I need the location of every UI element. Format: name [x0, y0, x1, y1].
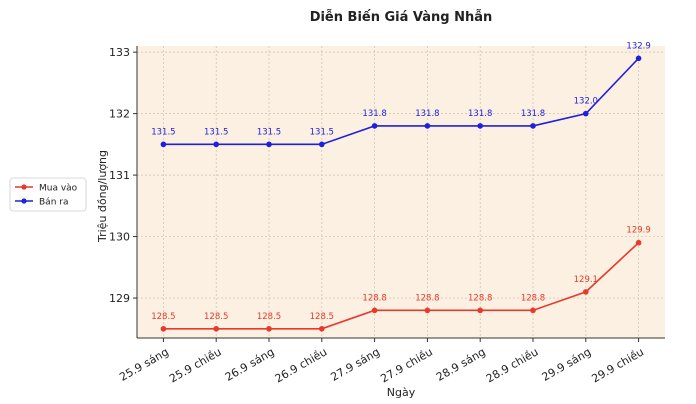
data-label: 128.5 — [257, 312, 281, 322]
data-label: 128.8 — [521, 293, 545, 303]
data-label: 131.8 — [362, 109, 386, 119]
data-point — [319, 141, 325, 148]
data-label: 129.1 — [574, 275, 598, 285]
x-tick-label: 25.9 chiều — [167, 345, 224, 385]
data-label: 132.9 — [626, 41, 650, 51]
data-point — [635, 239, 642, 246]
data-point — [424, 123, 431, 129]
data-point — [530, 307, 536, 314]
data-point — [530, 123, 536, 129]
data-label: 129.9 — [626, 226, 650, 236]
data-point — [213, 141, 219, 148]
data-label: 128.8 — [362, 293, 386, 303]
data-point — [371, 123, 378, 129]
y-tick-label: 131 — [109, 169, 130, 182]
data-label: 131.8 — [521, 109, 545, 119]
x-tick-label: 27.9 chiều — [378, 345, 435, 385]
series-ban-ra: 131.5 131.5 131.5 131.5 131.8 131.8 131.8 131.8… — [151, 41, 651, 148]
x-tick-label: 29.9 chiều — [590, 345, 647, 385]
x-tick-label: 26.9 chiều — [273, 345, 330, 385]
data-point — [583, 110, 589, 117]
chart-title: Diễn Biến Giá Vàng Nhẫn — [310, 10, 493, 25]
data-label: 128.5 — [310, 312, 334, 322]
x-axis-label: Ngày — [387, 386, 416, 399]
data-label: 128.8 — [468, 293, 492, 303]
data-point — [635, 55, 642, 62]
x-tick-label: 25.9 sáng — [117, 345, 171, 383]
data-label: 132.0 — [574, 97, 598, 107]
series-line-mua-vao — [163, 242, 640, 330]
data-label: 131.8 — [468, 109, 492, 119]
x-tick-label: 29.9 sáng — [540, 345, 594, 383]
grid — [137, 46, 665, 338]
legend-label: Bán ra — [39, 198, 68, 208]
data-label: 131.8 — [415, 109, 439, 119]
data-label: 128.5 — [204, 312, 228, 322]
data-point — [319, 325, 325, 332]
legend: Mua vào Bán ra — [9, 177, 87, 212]
data-point — [266, 325, 272, 332]
x-tick-label: 26.9 sáng — [223, 345, 277, 383]
y-axis-label: Triệu đồng/lượng — [96, 150, 109, 243]
legend-marker — [21, 184, 27, 190]
series-line-ban-ra — [163, 57, 640, 146]
data-point — [371, 307, 378, 314]
plot-area — [137, 46, 665, 338]
data-label: 131.5 — [310, 127, 334, 137]
legend-marker — [21, 198, 27, 204]
data-point — [160, 141, 167, 148]
x-tick-label: 28.9 sáng — [434, 345, 488, 383]
data-label: 131.5 — [151, 127, 175, 137]
data-point — [477, 123, 484, 129]
data-label: 128.8 — [415, 293, 439, 303]
data-point — [424, 307, 431, 314]
data-label: 131.5 — [257, 127, 281, 137]
y-tick-label: 129 — [109, 292, 130, 305]
y-tick-label: 132 — [109, 108, 130, 121]
data-label: 131.5 — [204, 127, 228, 137]
legend-label: Mua vào — [39, 184, 78, 194]
data-point — [477, 307, 484, 314]
x-tick-label: 27.9 sáng — [328, 345, 382, 383]
data-point — [583, 289, 589, 295]
data-label: 128.5 — [151, 312, 175, 322]
y-tick-label: 130 — [109, 231, 130, 244]
data-point — [160, 325, 167, 332]
data-point — [266, 141, 272, 148]
data-point — [213, 325, 219, 332]
series-mua-vao: 128.5 128.5 128.5 128.5 128.8 128.8 128.8 128.8… — [151, 226, 651, 332]
series-layer: 128.5 128.5 128.5 128.5 128.8 128.8 128.8 128.8… — [151, 41, 651, 332]
y-tick-label: 133 — [109, 46, 130, 59]
x-tick-label: 28.9 chiều — [484, 345, 541, 385]
